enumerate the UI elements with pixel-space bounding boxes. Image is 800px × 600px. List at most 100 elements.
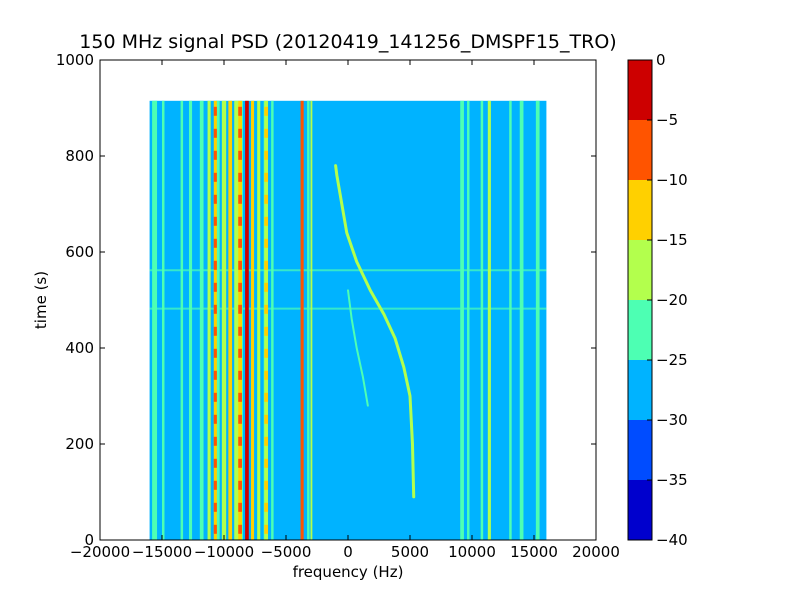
band-gap <box>213 370 217 380</box>
band-gap <box>213 392 217 402</box>
band-gap <box>264 260 269 270</box>
band-gap <box>264 194 269 204</box>
band-gap <box>264 392 269 402</box>
band-gap <box>264 150 269 160</box>
band-gap <box>264 304 269 314</box>
frequency-band <box>250 100 255 540</box>
intermittent-frequency-band <box>238 100 242 540</box>
colorbar-segment <box>628 360 652 420</box>
y-tick-label: 800 <box>65 147 94 165</box>
frequency-band <box>215 100 220 540</box>
colorbar-tick-label: −35 <box>656 471 688 489</box>
frequency-band <box>221 100 227 540</box>
band-gap <box>264 106 269 116</box>
x-tick-label: −15000 <box>132 543 192 561</box>
band-gap <box>213 194 217 204</box>
band-gap <box>238 282 242 292</box>
band-gap <box>238 260 242 270</box>
band-gap <box>238 304 242 314</box>
band-gap <box>238 458 242 468</box>
x-axis: −20000 −15000 −10000 −5000 0 5000 10000 15000 20… <box>70 60 620 561</box>
frequency-band <box>199 100 204 540</box>
frequency-band <box>307 100 310 540</box>
band-gap <box>238 106 242 116</box>
colorbar-tick-label: −15 <box>656 231 688 249</box>
y-tick-label: 600 <box>65 243 94 261</box>
band-gap <box>213 238 217 248</box>
band-gap <box>213 414 217 424</box>
band-gap <box>264 238 269 248</box>
colorbar-tick-label: −5 <box>656 111 678 129</box>
band-gap <box>238 128 242 138</box>
colorbar-segment <box>628 120 652 180</box>
band-gap <box>264 128 269 138</box>
band-gap <box>213 260 217 270</box>
frequency-band <box>467 100 470 540</box>
band-gap <box>238 414 242 424</box>
frequency-band <box>535 100 540 540</box>
y-tick-label: 0 <box>84 531 94 549</box>
colorbar-tick-label: −20 <box>656 291 688 309</box>
frequency-band <box>310 100 313 540</box>
x-tick-label: −10000 <box>194 543 254 561</box>
band-gap <box>238 194 242 204</box>
band-gap <box>264 216 269 226</box>
frequency-band <box>234 100 239 540</box>
x-tick-label: 5000 <box>391 543 429 561</box>
colorbar-segment <box>628 420 652 480</box>
band-gap <box>238 238 242 248</box>
band-gap <box>213 216 217 226</box>
band-gap <box>213 150 217 160</box>
band-gap <box>213 304 217 314</box>
frequency-band <box>245 100 249 540</box>
frequency-band <box>487 100 491 540</box>
frequency-band <box>180 100 184 540</box>
x-tick-label: 15000 <box>510 543 558 561</box>
x-tick-label: −20000 <box>70 543 130 561</box>
colorbar-segment <box>628 60 652 120</box>
frequency-band <box>188 100 193 540</box>
frequency-band <box>519 100 524 540</box>
band-gap <box>264 172 269 182</box>
y-axis: 0 200 400 600 800 1000 <box>56 51 596 549</box>
chart-title: 150 MHz signal PSD (20120419_141256_DMSP… <box>79 31 616 53</box>
frequency-band <box>271 100 274 540</box>
band-gap <box>264 480 269 490</box>
band-gap <box>264 502 269 512</box>
colorbar-segment <box>628 240 652 300</box>
frequency-band <box>460 100 464 540</box>
band-gap <box>238 392 242 402</box>
band-gap <box>264 436 269 446</box>
x-tick-label: 20000 <box>572 543 620 561</box>
y-tick-label: 200 <box>65 435 94 453</box>
band-gap <box>213 172 217 182</box>
intermittent-frequency-band <box>213 100 217 540</box>
colorbar-segment <box>628 480 652 540</box>
band-gap <box>264 348 269 358</box>
band-gap <box>238 502 242 512</box>
frequency-band <box>509 100 512 540</box>
frequency-band <box>152 100 158 540</box>
colorbar: 0 −5 −10 −15 −20 −25 −30 −35 −40 <box>627 51 688 549</box>
band-gap <box>238 370 242 380</box>
band-gap <box>264 414 269 424</box>
band-gap <box>264 524 269 534</box>
x-axis-label: frequency (Hz) <box>293 563 404 581</box>
band-gap <box>264 370 269 380</box>
frequency-band <box>480 100 484 540</box>
frequency-band <box>162 100 165 540</box>
frequency-band <box>207 100 211 540</box>
colorbar-segment <box>628 180 652 240</box>
band-gap <box>213 348 217 358</box>
band-gap <box>238 348 242 358</box>
secondary-signal-trace <box>347 289 369 407</box>
band-gap <box>264 282 269 292</box>
band-gap <box>238 480 242 490</box>
frequency-band <box>228 100 233 540</box>
band-gap <box>213 326 217 336</box>
band-gap <box>238 436 242 446</box>
band-gap <box>238 216 242 226</box>
colorbar-tick-label: −25 <box>656 351 688 369</box>
band-gap <box>238 326 242 336</box>
